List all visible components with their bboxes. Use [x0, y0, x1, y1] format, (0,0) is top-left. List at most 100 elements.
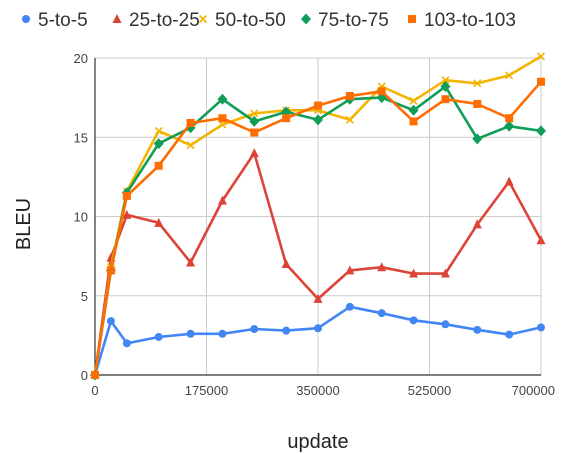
x-axis-label: update — [287, 431, 348, 453]
data-point — [153, 138, 164, 150]
legend-marker — [301, 13, 311, 25]
data-point — [122, 339, 131, 348]
data-point — [537, 323, 545, 332]
data-point — [91, 371, 99, 379]
series-line — [93, 55, 542, 376]
legend-item: 75-to-75 — [301, 10, 389, 31]
data-point — [314, 324, 322, 333]
data-point — [154, 217, 164, 227]
x-tick-label: 525000 — [408, 383, 451, 398]
data-point — [250, 128, 259, 137]
y-tick-label: 0 — [81, 368, 88, 383]
data-point — [106, 317, 115, 326]
legend-label: 50-to-50 — [215, 10, 286, 31]
x-tick-label: 350000 — [296, 383, 339, 398]
data-point — [505, 330, 514, 339]
data-point — [536, 52, 546, 61]
data-point — [249, 148, 259, 158]
data-point — [441, 320, 450, 329]
data-point — [186, 141, 195, 150]
legend-item: 5-to-5 — [22, 10, 88, 31]
data-point — [472, 219, 482, 229]
data-point — [122, 209, 132, 219]
data-point — [281, 259, 291, 269]
data-point — [472, 133, 483, 145]
series-line — [93, 305, 542, 376]
legend-item: 50-to-50 — [198, 10, 286, 31]
data-point — [217, 195, 227, 205]
legend-marker — [112, 14, 122, 23]
data-point — [505, 71, 514, 80]
legend-marker — [22, 15, 30, 23]
data-point — [217, 93, 228, 105]
series-line — [93, 85, 542, 376]
data-point — [409, 117, 418, 126]
data-point — [440, 268, 450, 278]
legend-item: 103-to-103 — [408, 10, 516, 31]
legend-marker — [408, 15, 416, 23]
data-point — [441, 95, 450, 104]
data-point — [408, 104, 419, 116]
data-point — [473, 325, 482, 334]
data-point — [218, 329, 227, 338]
data-point — [440, 81, 451, 93]
data-point — [218, 120, 227, 129]
legend-label: 103-to-103 — [424, 10, 516, 31]
data-point — [409, 96, 418, 105]
data-point — [377, 309, 386, 318]
data-point — [249, 115, 260, 127]
data-point — [154, 126, 163, 135]
y-tick-label: 10 — [74, 210, 88, 225]
series-lines — [90, 52, 546, 381]
data-point — [537, 77, 545, 86]
x-tick-label: 0 — [91, 383, 98, 398]
data-point — [345, 265, 355, 275]
y-tick-label: 5 — [81, 289, 88, 304]
series-103-to-103 — [91, 77, 545, 379]
x-tick-label: 175000 — [185, 383, 228, 398]
data-point — [473, 79, 482, 88]
data-point — [313, 293, 323, 303]
data-point — [377, 262, 387, 272]
data-point — [504, 120, 515, 132]
legend: 5-to-5 25-to-25 50-to-50 75-to-75 103-to-103 — [22, 10, 516, 31]
data-point — [154, 161, 163, 170]
data-point — [122, 191, 131, 200]
data-point — [345, 302, 354, 311]
y-tick-label: 15 — [74, 130, 88, 145]
y-tick-label: 20 — [74, 51, 88, 66]
y-tick-labels: 0 5 10 15 20 — [74, 51, 88, 383]
data-point — [505, 114, 514, 123]
data-point — [250, 109, 259, 118]
series-line — [93, 151, 543, 376]
data-point — [504, 176, 514, 186]
data-point — [377, 87, 386, 96]
data-point — [154, 332, 163, 341]
data-point — [282, 114, 291, 123]
legend-label: 75-to-75 — [318, 10, 389, 31]
data-point — [441, 76, 450, 85]
data-point — [473, 99, 482, 108]
data-point — [106, 266, 115, 275]
data-point — [186, 118, 195, 127]
data-point — [314, 101, 322, 110]
data-point — [409, 316, 418, 325]
data-point — [345, 92, 354, 101]
legend-label: 5-to-5 — [38, 10, 88, 31]
legend-item: 25-to-25 — [112, 10, 200, 31]
data-point — [313, 114, 323, 126]
data-point — [409, 268, 419, 278]
axes — [94, 58, 541, 376]
data-point — [218, 114, 227, 123]
x-tick-labels: 0 175000 350000 525000 700000 — [91, 383, 555, 398]
legend-marker — [198, 14, 208, 24]
data-point — [186, 257, 196, 267]
y-axis-label: BLEU — [13, 198, 35, 250]
series-line — [93, 80, 542, 376]
data-point — [282, 326, 291, 335]
data-point — [536, 125, 546, 137]
data-point — [186, 329, 195, 338]
legend-label: 25-to-25 — [129, 10, 200, 31]
data-point — [536, 235, 546, 245]
